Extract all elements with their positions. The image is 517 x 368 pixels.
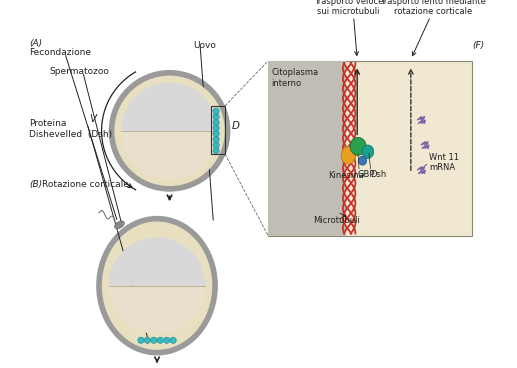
Ellipse shape [102,222,212,350]
Circle shape [213,131,219,137]
Wedge shape [121,82,218,131]
Text: Citoplasma
interno: Citoplasma interno [271,68,318,88]
Ellipse shape [358,156,367,165]
Circle shape [138,337,144,343]
Bar [211,106,225,154]
Ellipse shape [96,216,218,355]
Text: (F): (F) [473,41,484,50]
Wedge shape [121,131,218,179]
Text: Proteina
Dishevelled  (Dsh): Proteina Dishevelled (Dsh) [29,119,112,139]
Text: (B): (B) [29,180,42,189]
Text: Fecondazione: Fecondazione [29,47,91,57]
Bar [268,61,472,236]
Text: V: V [89,114,96,124]
Text: GBP: GBP [357,170,375,178]
Text: Dsh: Dsh [370,170,386,178]
Text: Wnt 11
mRNA: Wnt 11 mRNA [429,153,459,172]
Ellipse shape [350,137,366,155]
Circle shape [213,108,219,114]
Circle shape [170,337,176,343]
Text: Trasporto veloce
sui microtubuli: Trasporto veloce sui microtubuli [313,0,383,16]
Bar [268,61,345,236]
Text: Kinesina: Kinesina [329,171,364,180]
Circle shape [213,142,219,148]
Text: Trasporto lento mediante
rotazione corticale: Trasporto lento mediante rotazione corti… [381,0,486,16]
Ellipse shape [109,70,231,192]
Ellipse shape [115,221,125,229]
Text: Spermatozoo: Spermatozoo [50,67,110,76]
Ellipse shape [362,145,374,159]
Text: (A): (A) [29,39,42,47]
Text: Microtubuli: Microtubuli [313,216,360,225]
Circle shape [213,119,219,125]
Wedge shape [109,286,205,334]
Circle shape [213,114,219,120]
Circle shape [144,337,150,343]
Circle shape [213,148,219,154]
Circle shape [213,125,219,131]
Ellipse shape [341,146,355,164]
Circle shape [157,337,163,343]
Circle shape [150,337,157,343]
Ellipse shape [114,75,225,186]
Text: Uovo: Uovo [193,41,216,50]
Circle shape [163,337,170,343]
Wedge shape [109,237,205,286]
Text: Rotazione corticale: Rotazione corticale [42,180,129,189]
Text: D: D [232,121,240,131]
Circle shape [213,136,219,142]
